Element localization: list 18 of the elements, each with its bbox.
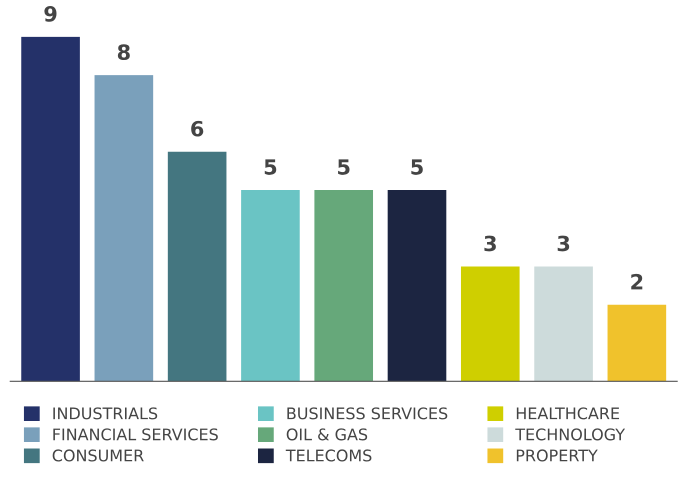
legend-label: TECHNOLOGY [515,428,626,440]
legend-label: BUSINESS SERVICES [287,407,448,420]
legend-label: OIL & GAS [286,428,368,440]
data-label: 9 [44,6,56,22]
legend-label: TELECOMS [286,449,372,462]
legend-label: PROPERTY [516,449,598,462]
data-label: 2 [631,274,642,290]
data-label: 3 [484,236,496,252]
data-label: 3 [558,236,570,252]
data-label: 5 [264,159,276,175]
data-label: 6 [191,120,204,137]
data-label: 5 [411,159,423,175]
legend-label: FINANCIAL SERVICES [53,428,218,440]
legend-label: HEALTHCARE [516,407,620,420]
legend-label: INDUSTRIALS [53,407,158,420]
data-label: 8 [118,44,130,60]
legend-label: CONSUMER [52,449,144,462]
data-label: 5 [338,159,350,175]
